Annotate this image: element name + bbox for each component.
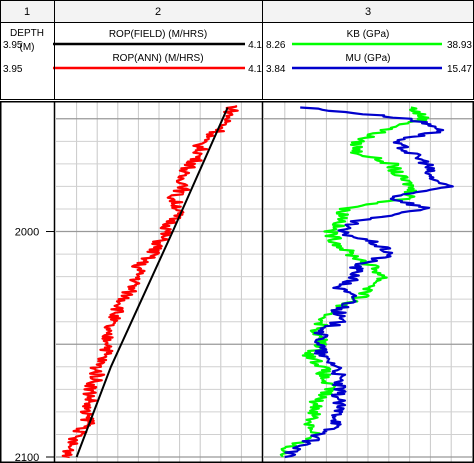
depth-ticks: 2000 2100 xyxy=(15,227,55,463)
body-frame xyxy=(0,101,474,463)
track-number-row xyxy=(0,0,474,22)
curve-mu-gpa xyxy=(284,106,454,459)
curve-header-rop-ann-name: ROP(ANN) (M/HRS) xyxy=(112,53,203,64)
curve-header-rop-field-name: ROP(FIELD) (M/HRS) xyxy=(109,29,207,40)
curve-header-mu-min: 3.84 xyxy=(266,64,286,75)
track-1-number: 1 xyxy=(24,6,30,18)
curve-header-mu-name: MU (GPa) xyxy=(346,53,391,64)
curves xyxy=(61,105,454,459)
curve-rop-ann-m-hrs xyxy=(61,105,239,459)
curve-header-kb-max: 38.93 xyxy=(447,40,472,51)
curve-kb-gpa xyxy=(279,106,430,458)
curve-header-kb-name: KB (GPa) xyxy=(347,29,390,40)
depth-tick-label: 2100 xyxy=(15,452,39,463)
curve-rop-field-m-hrs xyxy=(75,107,229,458)
curve-header-mu-max: 15.47 xyxy=(447,64,472,75)
track-3-number: 3 xyxy=(365,6,371,18)
depth-unit: (M) xyxy=(20,42,35,53)
curve-header-rop-ann-max: 4.1 xyxy=(248,64,262,75)
curve-header-rop-ann-min: 3.95 xyxy=(3,64,23,75)
track-2-number: 2 xyxy=(155,6,161,18)
curve-header-rop-field-min: 3.95 xyxy=(3,40,23,51)
curve-header-kb-min: 8.26 xyxy=(266,40,286,51)
depth-title: DEPTH xyxy=(10,28,44,39)
grid xyxy=(56,102,472,462)
depth-tick-label: 2000 xyxy=(15,227,39,239)
curve-header-rop-field-max: 4.1 xyxy=(248,40,262,51)
